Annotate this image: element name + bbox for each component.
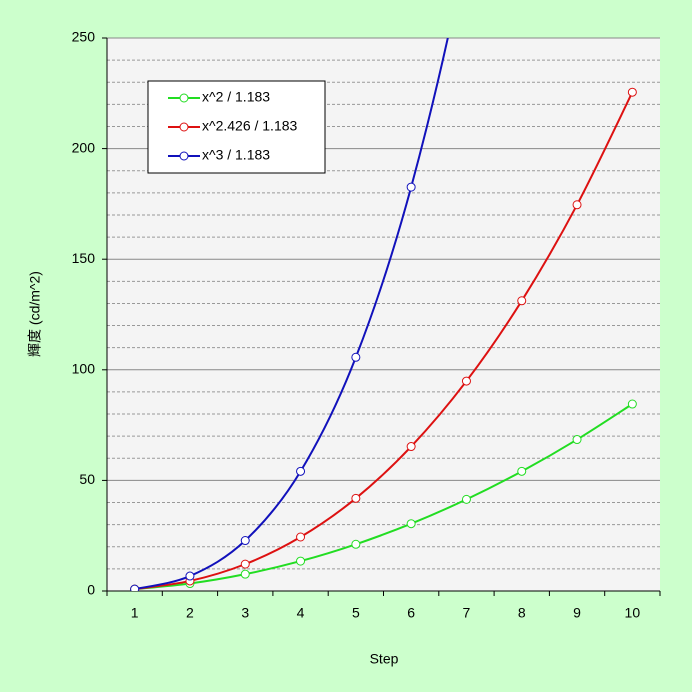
legend-marker xyxy=(179,93,189,103)
plot-layer xyxy=(130,38,637,591)
marker xyxy=(296,532,306,542)
marker xyxy=(240,569,250,579)
marker xyxy=(296,466,306,476)
marker xyxy=(517,296,527,306)
marker xyxy=(406,519,416,529)
y-tick-label: 250 xyxy=(72,29,96,45)
marker xyxy=(406,442,416,452)
legend-marker xyxy=(179,151,189,161)
legend-label: x^2.426 / 1.183 xyxy=(202,118,298,134)
marker xyxy=(517,466,527,476)
legend-label: x^3 / 1.183 xyxy=(202,147,270,163)
marker xyxy=(130,584,140,591)
x-tick-label: 8 xyxy=(518,605,526,621)
marker xyxy=(461,494,471,504)
legend-label: x^2 / 1.183 xyxy=(202,89,270,105)
y-tick-label: 150 xyxy=(72,250,96,266)
marker xyxy=(406,182,416,192)
x-tick-label: 1 xyxy=(131,605,139,621)
x-tick-label: 2 xyxy=(186,605,194,621)
line xyxy=(134,403,633,591)
marker xyxy=(627,399,637,409)
x-tick-label: 3 xyxy=(241,605,249,621)
marker xyxy=(240,536,250,546)
marker xyxy=(351,493,361,503)
line xyxy=(134,38,449,591)
x-tick-label: 10 xyxy=(625,605,641,621)
marker xyxy=(572,435,582,445)
x-tick-label: 5 xyxy=(352,605,360,621)
marker xyxy=(351,539,361,549)
marker xyxy=(461,376,471,386)
y-tick-label: 200 xyxy=(72,139,96,155)
y-tick-label: 50 xyxy=(79,471,95,487)
x-tick-label: 6 xyxy=(407,605,415,621)
y-tick-label: 100 xyxy=(72,361,96,377)
x-tick-label: 4 xyxy=(297,605,305,621)
marker xyxy=(627,87,637,97)
y-tick-label: 0 xyxy=(87,582,95,598)
marker xyxy=(572,200,582,210)
x-tick-label: 9 xyxy=(573,605,581,621)
marker xyxy=(185,571,195,581)
legend-marker xyxy=(179,122,189,132)
marker xyxy=(351,352,361,362)
x-tick-label: 7 xyxy=(463,605,471,621)
marker xyxy=(296,556,306,566)
x-axis-label: Step xyxy=(370,651,399,667)
y-axis-label: 輝度 (cd/m^2) xyxy=(27,271,43,357)
marker xyxy=(240,559,250,569)
